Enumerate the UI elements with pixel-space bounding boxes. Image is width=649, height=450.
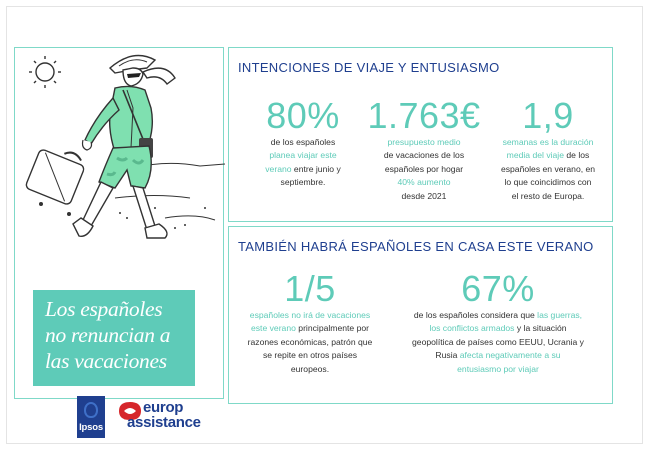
stat-text: razones económicas, patrón que [247, 336, 373, 347]
stat-text: españoles por hogar [384, 163, 464, 174]
traveler-illustration [25, 54, 226, 239]
stat-text: de vacaciones de los [383, 150, 465, 161]
stat-trip-duration: 1,9 semanas es la duración media del via… [487, 96, 609, 203]
stat-value: 67% [461, 268, 535, 309]
stat-text: españoles en verano, en [500, 163, 596, 174]
illustration-panel: Los españoles no renuncian a las vacacio… [14, 47, 226, 438]
europ-word: europ [143, 399, 184, 416]
stat-text: Rusia [435, 350, 460, 361]
stat-description: de los españoles considera que las guerr… [389, 309, 607, 376]
europ-assistance-logo: europ assistance [117, 399, 201, 440]
section-title: INTENCIONES DE VIAJE Y ENTUSIASMO [238, 60, 500, 75]
stat-text: de los españoles considera que [413, 310, 538, 320]
stat-text: entre junio y [291, 163, 341, 174]
stat-highlight: semanas es la duración [502, 137, 594, 147]
stat-highlight: media del viaje [506, 150, 564, 161]
sun-icon [29, 56, 61, 88]
stat-value: 1,9 [522, 95, 574, 136]
stat-text: europeos. [290, 363, 330, 374]
stat-text: se repite en otros países [262, 350, 358, 361]
stat-highlight: planea viajar este [269, 150, 337, 161]
stat-highlight: afecta negativamente a su [459, 350, 561, 361]
headline: Los españoles no renuncian a las vacacio… [45, 297, 171, 373]
stat-text: septiembre. [280, 177, 326, 188]
stat-highlight: españoles no irá de vacaciones [249, 310, 371, 320]
stat-value: 1.763€ [367, 95, 481, 136]
stat-text: geopolítica de países como EEUU, Ucrania… [412, 336, 584, 347]
stat-text: de los [564, 150, 590, 161]
stat-geopolitics: 67% de los españoles considera que las g… [389, 269, 607, 376]
stat-highlight: este verano [250, 323, 296, 334]
assistance-word: assistance [127, 414, 201, 431]
stat-not-traveling: 1/5 españoles no irá de vacaciones este … [235, 269, 385, 376]
stat-text: de los españoles [270, 137, 336, 147]
stat-text: lo que coincidimos con [504, 177, 592, 188]
section-title: TAMBIÉN HABRÁ ESPAÑOLES EN CASA ESTE VER… [238, 239, 594, 254]
headline-box: Los españoles no renuncian a las vacacio… [33, 290, 195, 386]
stat-travel-plans: 80% de los españoles planea viajar este … [247, 96, 359, 190]
stat-text: el resto de Europa. [511, 190, 585, 201]
stat-text: y la situación [514, 323, 567, 334]
stat-budget: 1.763€ presupuesto medio de vacaciones d… [364, 96, 484, 203]
europ-assistance-emblem-icon [119, 402, 141, 420]
stat-description: españoles no irá de vacaciones este vera… [235, 309, 385, 376]
stat-text: desde 2021 [401, 190, 447, 201]
stat-highlight: 40% aumento [397, 177, 451, 188]
stat-text: principalmente por [295, 323, 369, 334]
stat-highlight: los conflictos armados [429, 323, 515, 334]
logos: Ipsos europ assistance [77, 396, 201, 442]
ipsos-logo: Ipsos [77, 396, 105, 438]
ipsos-mark-icon [84, 402, 98, 418]
stat-description: semanas es la duración media del viaje d… [487, 136, 609, 203]
travel-intentions-section: INTENCIONES DE VIAJE Y ENTUSIASMO 80% de… [228, 47, 613, 222]
stat-highlight: verano [265, 163, 292, 174]
stat-description: presupuesto medio de vacaciones de los e… [364, 136, 484, 203]
staying-home-section: TAMBIÉN HABRÁ ESPAÑOLES EN CASA ESTE VER… [228, 226, 613, 404]
ipsos-logo-text: Ipsos [79, 422, 103, 433]
suitcase-icon [25, 149, 85, 216]
stat-description: de los españoles planea viajar este vera… [247, 136, 359, 190]
stat-value: 1/5 [284, 268, 336, 309]
stat-value: 80% [266, 95, 340, 136]
stat-highlight: las guerras, [537, 310, 583, 320]
stat-highlight: presupuesto medio [387, 137, 461, 147]
stat-highlight: entusiasmo por viajar [457, 363, 539, 374]
